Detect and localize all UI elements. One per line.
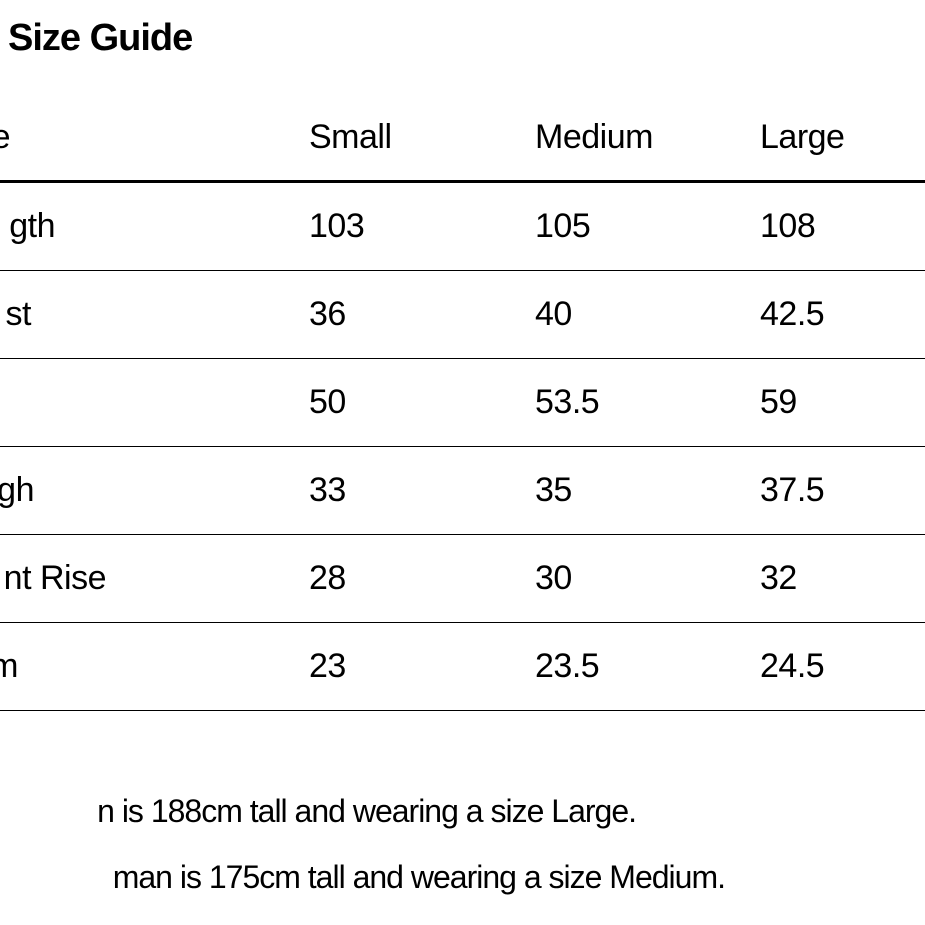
column-header-large: Large: [760, 118, 845, 156]
table-row: gh 33 35 37.5: [0, 447, 925, 535]
table-row: gth 103 105 108: [0, 183, 925, 271]
column-header-measurement: e: [0, 118, 11, 156]
table-row: nt Rise 28 30 32: [0, 535, 925, 623]
page-title: Size Guide: [8, 17, 193, 59]
column-header-medium: Medium: [535, 118, 653, 156]
cell-medium: 53.5: [535, 383, 600, 421]
model-notes: n is 188cm tall and wearing a size Large…: [0, 783, 925, 903]
cell-small: 50: [309, 383, 346, 421]
cell-small: 103: [309, 207, 365, 245]
row-label: nt Rise: [3, 559, 107, 597]
cell-medium: 23.5: [535, 647, 600, 685]
table-row: 50 53.5 59: [0, 359, 925, 447]
row-label: m: [0, 647, 18, 685]
model-note: n is 188cm tall and wearing a size Large…: [97, 793, 637, 829]
cell-medium: 30: [535, 559, 572, 597]
cell-small: 23: [309, 647, 346, 685]
row-label: st: [5, 295, 32, 333]
column-header-small: Small: [309, 118, 392, 156]
cell-large: 59: [760, 383, 797, 421]
cell-small: 28: [309, 559, 346, 597]
size-table: e Small Medium Large gth 103 105 108 st …: [0, 96, 925, 711]
table-header-row: e Small Medium Large: [0, 96, 925, 183]
table-row: st 36 40 42.5: [0, 271, 925, 359]
table-row: m 23 23.5 24.5: [0, 623, 925, 711]
cell-small: 33: [309, 471, 346, 509]
model-note: man is 175cm tall and wearing a size Med…: [112, 859, 726, 895]
row-label: gh: [0, 471, 34, 509]
cell-medium: 40: [535, 295, 572, 333]
cell-large: 37.5: [760, 471, 825, 509]
cell-large: 42.5: [760, 295, 825, 333]
cell-small: 36: [309, 295, 346, 333]
cell-large: 32: [760, 559, 797, 597]
cell-medium: 105: [535, 207, 591, 245]
cell-large: 108: [760, 207, 816, 245]
cell-large: 24.5: [760, 647, 825, 685]
cell-medium: 35: [535, 471, 572, 509]
row-label: gth: [9, 207, 55, 245]
